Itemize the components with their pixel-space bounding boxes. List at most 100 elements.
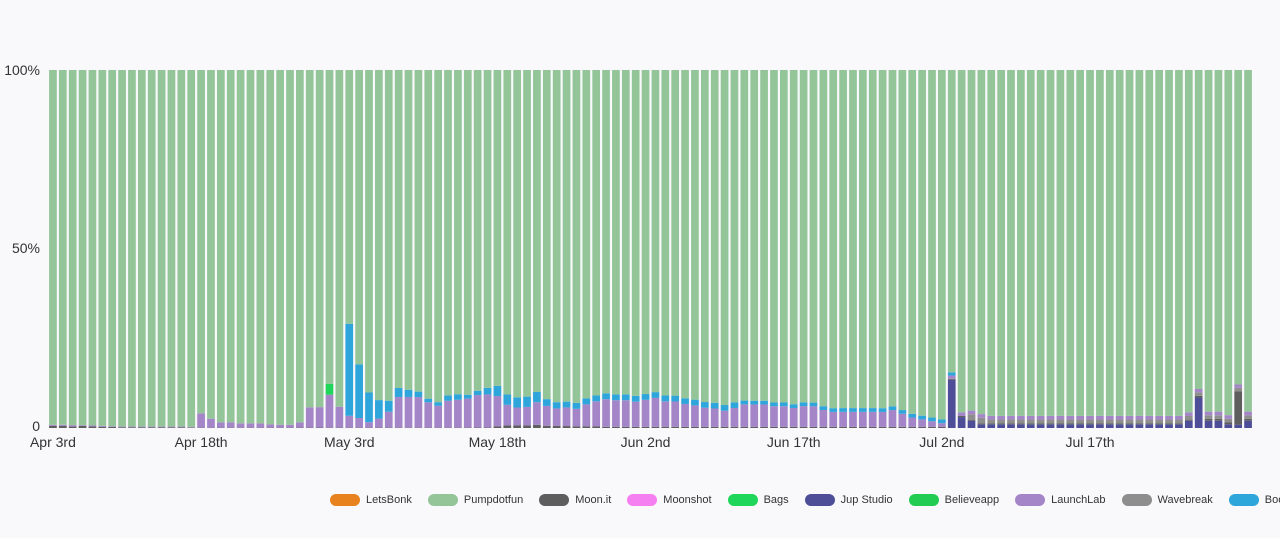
bar-segment-wavebreak[interactable] — [1234, 387, 1243, 392]
bar-segment-wavebreak[interactable] — [1007, 419, 1015, 424]
bar-segment-boop[interactable] — [671, 395, 680, 402]
bar-segment-moon-it[interactable] — [789, 426, 798, 428]
bar-segment-launchlab[interactable] — [839, 411, 847, 427]
bar-segment-pumpdotfun[interactable] — [217, 70, 225, 423]
bar-segment-pumpdotfun[interactable] — [296, 70, 304, 423]
bar-segment-launchlab[interactable] — [661, 401, 670, 427]
bar-segment-pumpdotfun[interactable] — [1214, 70, 1223, 412]
bar-segment-moon-it[interactable] — [898, 426, 907, 428]
bar-segment-jup-studio[interactable] — [1214, 420, 1223, 428]
bar-segment-boop[interactable] — [839, 408, 847, 412]
bar-segment-pumpdotfun[interactable] — [315, 70, 324, 408]
bar-segment-moon-it[interactable] — [98, 426, 107, 428]
bar-segment-pumpdotfun[interactable] — [375, 70, 383, 401]
bar-segment-wavebreak[interactable] — [1046, 419, 1055, 424]
bar-segment-pumpdotfun[interactable] — [187, 70, 196, 427]
bar-segment-pumpdotfun[interactable] — [1066, 70, 1075, 416]
bar-segment-boop[interactable] — [700, 402, 709, 408]
bar-segment-launchlab[interactable] — [799, 406, 808, 427]
bar-segment-wavebreak[interactable] — [1036, 419, 1045, 424]
bar-segment-pumpdotfun[interactable] — [1086, 70, 1094, 416]
bar-segment-pumpdotfun[interactable] — [128, 70, 136, 427]
bar-segment-launchlab[interactable] — [1145, 415, 1154, 420]
bar-segment-launchlab[interactable] — [651, 397, 660, 427]
bar-segment-jup-studio[interactable] — [997, 424, 1005, 428]
bar-segment-launchlab[interactable] — [750, 404, 759, 427]
bar-segment-wavebreak[interactable] — [1194, 392, 1203, 396]
bar-segment-pumpdotfun[interactable] — [1096, 70, 1104, 416]
bar-segment-jup-studio[interactable] — [1066, 424, 1075, 428]
bar-segment-pumpdotfun[interactable] — [612, 70, 620, 395]
bar-segment-pumpdotfun[interactable] — [434, 70, 442, 403]
bar-segment-pumpdotfun[interactable] — [750, 70, 759, 401]
bar-segment-wavebreak[interactable] — [1244, 415, 1252, 419]
bar-segment-moon-it[interactable] — [947, 378, 956, 380]
bar-segment-boop[interactable] — [799, 402, 808, 407]
bar-segment-launchlab[interactable] — [967, 410, 976, 415]
bar-segment-pumpdotfun[interactable] — [58, 70, 67, 425]
bar-segment-moon-it[interactable] — [621, 426, 630, 428]
bar-segment-pumpdotfun[interactable] — [908, 70, 917, 414]
bar-segment-wavebreak[interactable] — [977, 417, 986, 424]
bar-segment-moon-it[interactable] — [849, 426, 857, 428]
legend-item-believeapp[interactable]: Believeapp — [908, 494, 999, 506]
bar-segment-moon-it[interactable] — [1184, 419, 1193, 421]
bar-segment-jup-studio[interactable] — [1135, 424, 1144, 428]
bar-segment-boop[interactable] — [947, 372, 956, 376]
bar-segment-moon-it[interactable] — [1096, 423, 1104, 425]
bar-segment-boop[interactable] — [375, 400, 383, 419]
bar-segment-pumpdotfun[interactable] — [1056, 70, 1065, 416]
bar-segment-moon-it[interactable] — [918, 426, 926, 428]
bar-segment-boop[interactable] — [809, 402, 818, 407]
bar-segment-launchlab[interactable] — [434, 405, 442, 428]
bar-segment-boop[interactable] — [384, 400, 393, 412]
bar-segment-pumpdotfun[interactable] — [779, 70, 788, 403]
bar-segment-pumpdotfun[interactable] — [226, 70, 235, 423]
bar-segment-pumpdotfun[interactable] — [167, 70, 176, 427]
bar-segment-boop[interactable] — [404, 389, 413, 397]
bar-segment-moon-it[interactable] — [562, 426, 571, 428]
bar-segment-moon-it[interactable] — [967, 419, 976, 421]
bar-segment-pumpdotfun[interactable] — [770, 70, 778, 403]
bar-segment-pumpdotfun[interactable] — [98, 70, 107, 426]
bar-segment-pumpdotfun[interactable] — [542, 70, 551, 400]
bar-segment-boop[interactable] — [720, 405, 729, 411]
bar-segment-moon-it[interactable] — [878, 426, 887, 428]
bar-segment-boop[interactable] — [444, 395, 452, 401]
bar-segment-launchlab[interactable] — [641, 399, 650, 427]
bar-segment-pumpdotfun[interactable] — [384, 70, 393, 401]
bar-segment-launchlab[interactable] — [49, 424, 57, 426]
bar-segment-wavebreak[interactable] — [1165, 419, 1173, 424]
bar-segment-launchlab[interactable] — [542, 405, 551, 426]
bar-segment-launchlab[interactable] — [335, 406, 344, 428]
bar-segment-moon-it[interactable] — [839, 426, 847, 428]
bar-segment-launchlab[interactable] — [621, 400, 630, 427]
bar-segment-pumpdotfun[interactable] — [493, 70, 502, 386]
bar-segment-launchlab[interactable] — [128, 426, 136, 428]
bar-segment-moon-it[interactable] — [157, 427, 166, 428]
bar-segment-pumpdotfun[interactable] — [1135, 70, 1144, 416]
bar-segment-pumpdotfun[interactable] — [266, 70, 275, 425]
bar-segment-pumpdotfun[interactable] — [1115, 70, 1124, 416]
legend-item-bags[interactable]: Bags — [727, 494, 789, 506]
bar-segment-boop[interactable] — [542, 399, 551, 406]
bar-segment-pumpdotfun[interactable] — [473, 70, 482, 391]
bar-segment-moon-it[interactable] — [1007, 423, 1015, 425]
bar-segment-pumpdotfun[interactable] — [888, 70, 897, 407]
bar-segment-moon-it[interactable] — [58, 425, 67, 428]
bar-segment-launchlab[interactable] — [296, 422, 304, 428]
bar-segment-moon-it[interactable] — [572, 426, 581, 428]
bar-segment-launchlab[interactable] — [513, 407, 522, 426]
bar-segment-jup-studio[interactable] — [987, 424, 996, 428]
bar-segment-pumpdotfun[interactable] — [1244, 70, 1252, 412]
bar-segment-boop[interactable] — [414, 391, 423, 398]
bar-segment-boop[interactable] — [789, 404, 798, 408]
legend-item-wavebreak[interactable]: Wavebreak — [1121, 494, 1213, 506]
bar-segment-pumpdotfun[interactable] — [592, 70, 601, 396]
bar-segment-pumpdotfun[interactable] — [147, 70, 156, 427]
bar-segment-moon-it[interactable] — [1175, 423, 1183, 425]
bar-segment-bags[interactable] — [325, 383, 334, 395]
bar-segment-moon-it[interactable] — [1194, 395, 1203, 398]
bar-segment-boop[interactable] — [631, 395, 640, 402]
bar-segment-launchlab[interactable] — [878, 411, 887, 427]
